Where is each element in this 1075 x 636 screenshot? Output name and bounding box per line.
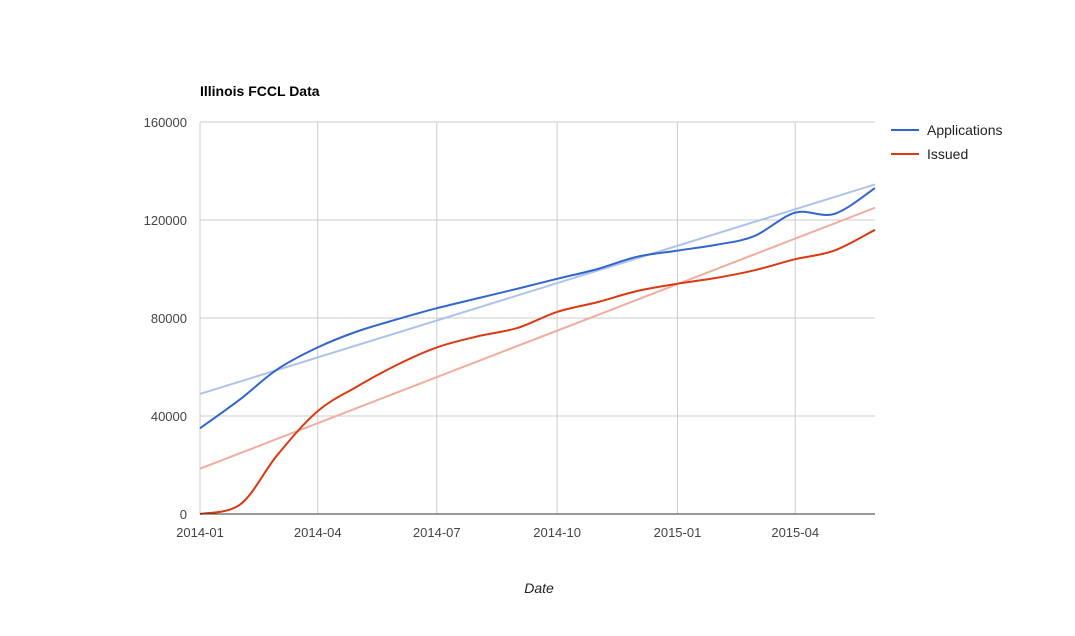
series-line-applications bbox=[199, 187, 876, 430]
legend[interactable]: Applications Issued bbox=[891, 122, 1003, 162]
y-tick-label: 80000 bbox=[151, 311, 187, 326]
x-tick-label: 2014-01 bbox=[176, 525, 224, 540]
legend-label-applications: Applications bbox=[927, 122, 1003, 138]
x-tick-label: 2015-04 bbox=[771, 525, 819, 540]
series-lines bbox=[199, 187, 876, 515]
x-tick-label: 2015-01 bbox=[654, 525, 702, 540]
x-tick-label: 2014-04 bbox=[294, 525, 342, 540]
x-axis-title: Date bbox=[524, 580, 554, 596]
x-tick-label: 2014-10 bbox=[533, 525, 581, 540]
series-line-issued bbox=[199, 228, 876, 515]
y-tick-label: 0 bbox=[180, 507, 187, 522]
y-tick-label: 160000 bbox=[144, 115, 187, 130]
y-tick-label: 40000 bbox=[151, 409, 187, 424]
axes: 0 40000 80000 120000 160000 2014-01 2014-04 201… bbox=[144, 115, 875, 540]
trendline-applications bbox=[199, 183, 876, 395]
chart-title: Illinois FCCL Data bbox=[200, 83, 320, 99]
legend-label-issued: Issued bbox=[927, 146, 968, 162]
x-tick-label: 2014-07 bbox=[413, 525, 461, 540]
trendlines bbox=[199, 183, 876, 470]
trendline-issued bbox=[199, 206, 876, 470]
y-tick-label: 120000 bbox=[144, 213, 187, 228]
